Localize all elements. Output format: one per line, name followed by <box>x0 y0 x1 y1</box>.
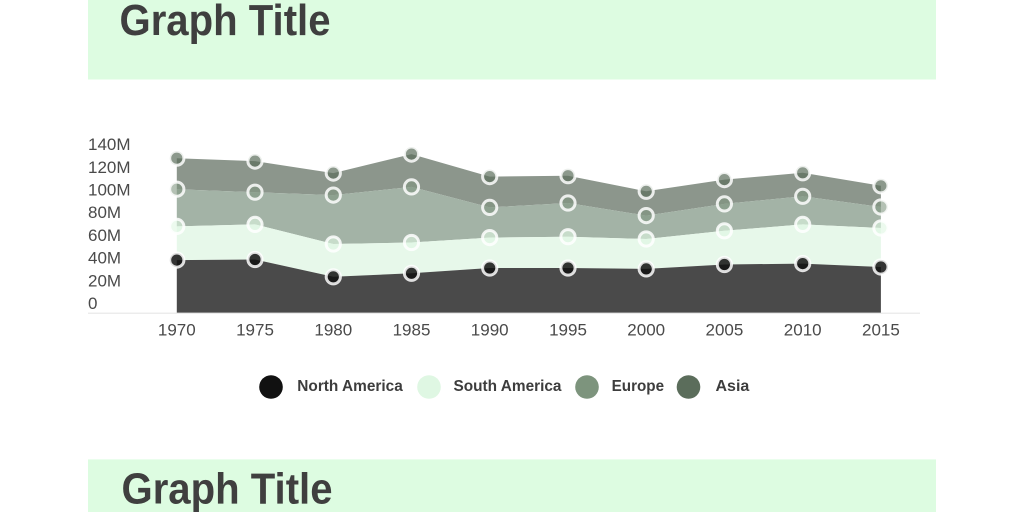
svg-text:20M: 20M <box>88 271 121 290</box>
svg-text:2010: 2010 <box>784 321 822 340</box>
svg-text:1975: 1975 <box>236 321 274 340</box>
svg-text:South America: South America <box>454 378 562 395</box>
svg-text:2005: 2005 <box>705 321 743 340</box>
svg-text:80M: 80M <box>88 203 121 222</box>
svg-text:60M: 60M <box>88 226 121 245</box>
svg-text:2015: 2015 <box>862 321 900 340</box>
svg-text:Europe: Europe <box>612 378 665 395</box>
svg-text:40M: 40M <box>88 249 121 268</box>
svg-text:1980: 1980 <box>314 321 352 340</box>
svg-text:Graph Title: Graph Title <box>120 0 331 45</box>
svg-text:1990: 1990 <box>471 321 509 340</box>
svg-text:North America: North America <box>297 378 403 395</box>
svg-text:140M: 140M <box>88 135 131 154</box>
svg-text:1995: 1995 <box>549 321 587 340</box>
svg-text:Asia: Asia <box>716 378 750 395</box>
svg-text:100M: 100M <box>88 181 131 200</box>
svg-text:0: 0 <box>88 294 97 313</box>
svg-text:1985: 1985 <box>393 321 431 340</box>
svg-text:120M: 120M <box>88 158 131 177</box>
svg-text:2000: 2000 <box>627 321 665 340</box>
svg-text:Graph Title: Graph Title <box>122 464 333 512</box>
svg-text:1970: 1970 <box>158 321 196 340</box>
